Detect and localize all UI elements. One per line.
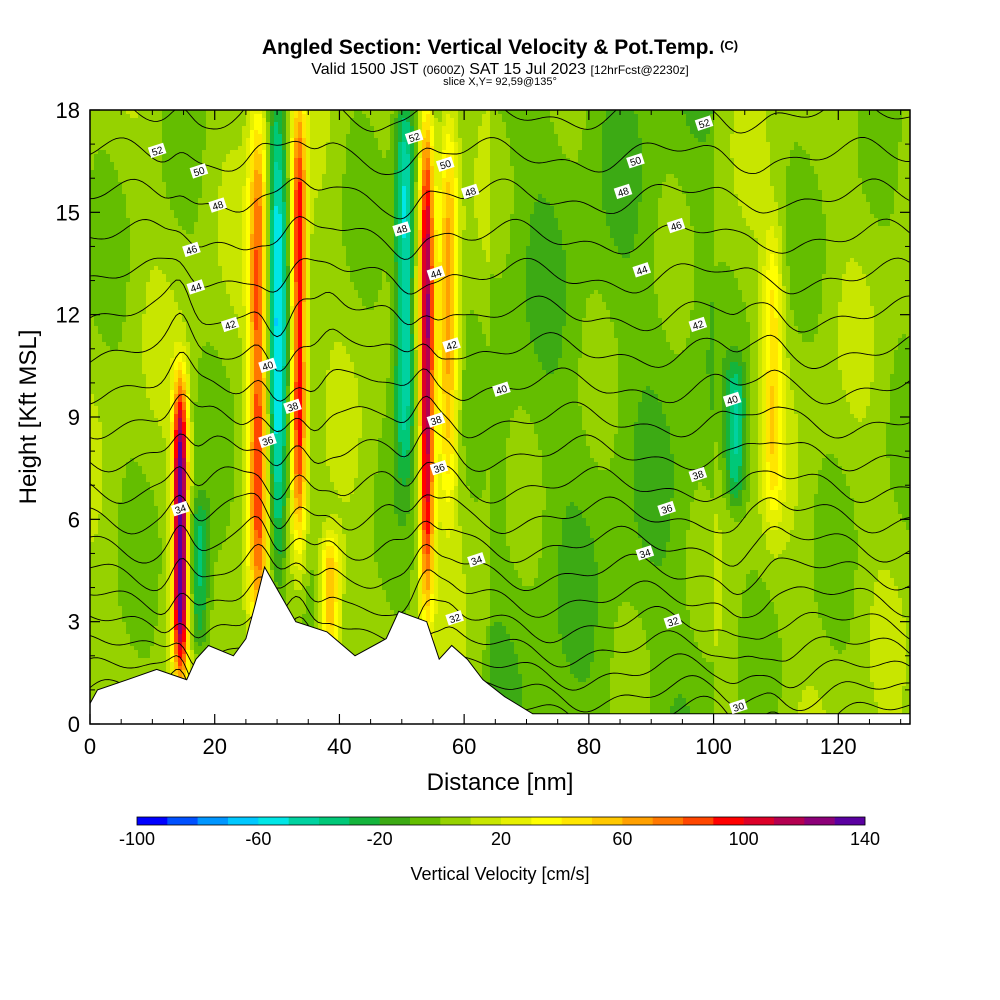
colorbar-tick-label: -60 <box>245 829 271 849</box>
colorbar-swatch <box>228 817 259 825</box>
colorbar-swatch <box>531 817 562 825</box>
y-tick-label: 12 <box>56 303 80 328</box>
colorbar-swatch <box>137 817 168 825</box>
colorbar-swatch <box>683 817 714 825</box>
colorbar-tick-label: 100 <box>729 829 759 849</box>
x-tick-label: 60 <box>452 734 476 759</box>
y-tick-label: 0 <box>68 712 80 737</box>
colorbar-swatch <box>713 817 744 825</box>
colorbar-tick-label: -20 <box>367 829 393 849</box>
colorbar-swatch <box>198 817 229 825</box>
y-tick-label: 9 <box>68 405 80 430</box>
colorbar-swatch <box>804 817 835 825</box>
colorbar-swatch <box>562 817 593 825</box>
x-axis-title: Distance [nm] <box>427 769 574 796</box>
colorbar-swatch <box>289 817 320 825</box>
y-tick-label: 18 <box>56 98 80 123</box>
colorbar-swatch <box>744 817 775 825</box>
colorbar-tick-label: -100 <box>119 829 155 849</box>
colorbar-swatch <box>380 817 411 825</box>
x-tick-label: 20 <box>202 734 226 759</box>
x-tick-label: 120 <box>820 734 857 759</box>
colorbar-swatch <box>622 817 653 825</box>
colorbar-swatch <box>440 817 471 825</box>
theta-contour-51 <box>90 50 909 90</box>
y-tick-label: 3 <box>68 610 80 635</box>
x-tick-label: 0 <box>84 734 96 759</box>
colorbar-swatch <box>410 817 441 825</box>
colorbar-swatch <box>319 817 350 825</box>
theta-contour-52 <box>90 2 909 43</box>
x-tick-label: 100 <box>695 734 732 759</box>
colorbar-swatch <box>167 817 198 825</box>
x-tick-label: 80 <box>577 734 601 759</box>
colorbar-title: Vertical Velocity [cm/s] <box>410 864 589 884</box>
y-axis-title: Height [Kft MSL] <box>15 330 42 505</box>
colorbar-tick-label: 140 <box>850 829 880 849</box>
colorbar-swatch <box>653 817 684 825</box>
colorbar-swatch <box>258 817 289 825</box>
y-tick-label: 6 <box>68 507 80 532</box>
x-tick-label: 40 <box>327 734 351 759</box>
cross-section-chart: 52525250 50 50484848 4846464444 444242424040… <box>0 0 1000 1000</box>
y-tick-label: 15 <box>56 200 80 225</box>
colorbar-swatch <box>349 817 380 825</box>
chart-page: Angled Section: Vertical Velocity & Pot.… <box>0 0 1000 1000</box>
colorbar-swatch <box>774 817 805 825</box>
colorbar-swatch <box>835 817 866 825</box>
colorbar-swatch <box>471 817 502 825</box>
colorbar: -100 -60 -20 20 60 100 140 <box>119 817 880 849</box>
colorbar-tick-label: 60 <box>612 829 632 849</box>
colorbar-swatch <box>592 817 623 825</box>
colorbar-swatch <box>501 817 532 825</box>
colorbar-tick-label: 20 <box>491 829 511 849</box>
